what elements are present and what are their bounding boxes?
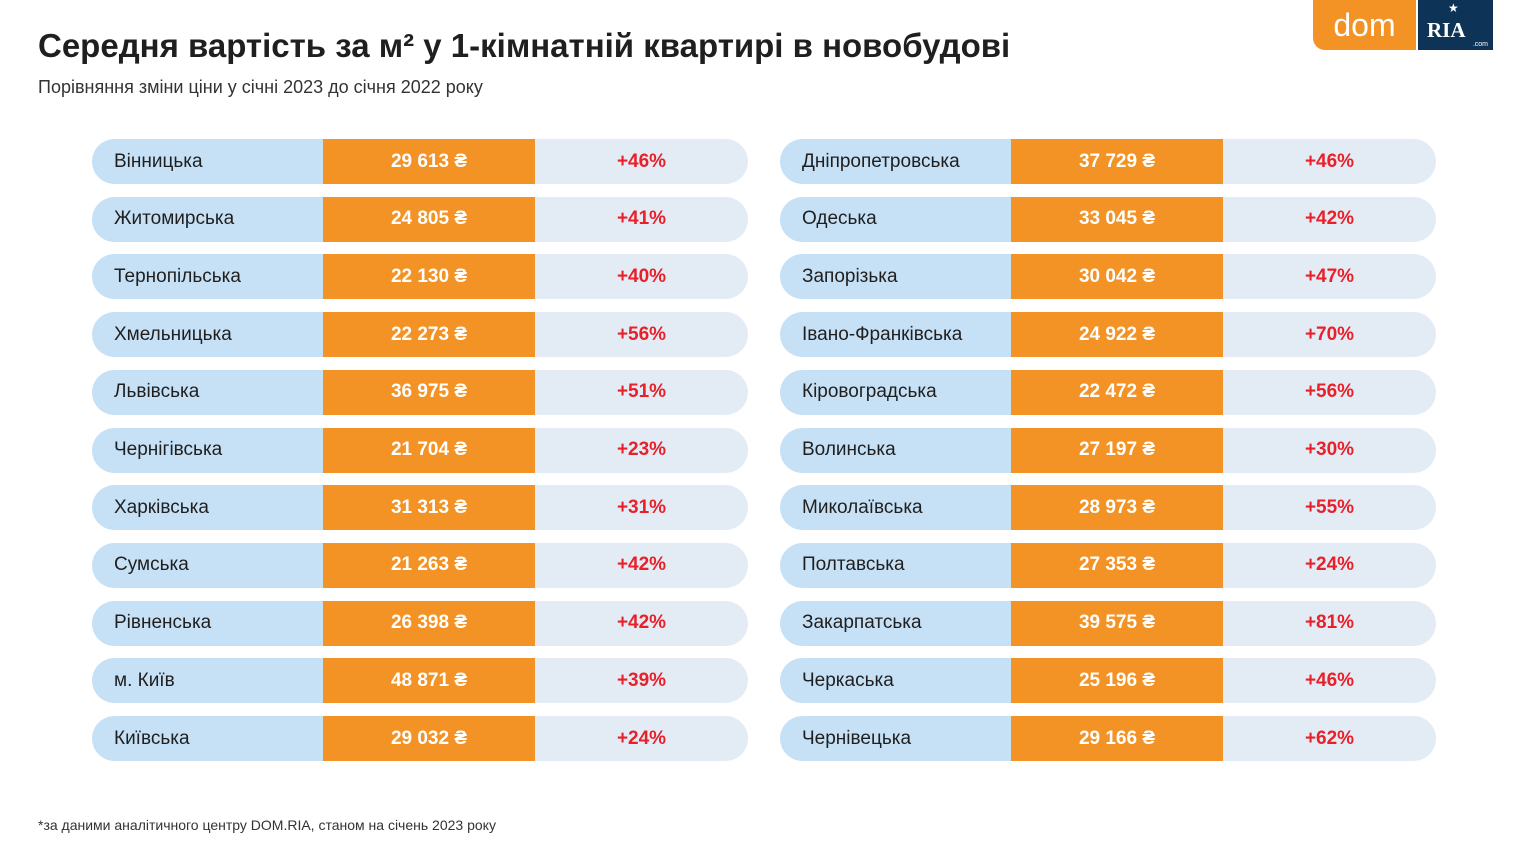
table-row: Волинська 27 197 ₴ +30% xyxy=(780,427,1436,473)
change-cell: +56% xyxy=(535,312,748,358)
price-cell: 30 042 ₴ xyxy=(1011,254,1223,300)
price-cell: 29 166 ₴ xyxy=(1011,716,1223,761)
price-cell: 22 472 ₴ xyxy=(1011,369,1223,415)
table-row: Закарпатська 39 575 ₴ +81% xyxy=(780,600,1436,646)
price-cell: 29 032 ₴ xyxy=(323,716,535,761)
region-name: Запорізька xyxy=(780,254,1011,300)
price-cell: 29 613 ₴ xyxy=(323,139,535,184)
change-cell: +46% xyxy=(535,139,748,184)
region-name: Івано-Франківська xyxy=(780,312,1011,358)
table-row: Рівненська 26 398 ₴ +42% xyxy=(92,600,748,646)
dom-ria-logo: dom ★ RIA .com xyxy=(1313,0,1493,50)
region-name: Хмельницька xyxy=(92,312,323,358)
change-cell: +70% xyxy=(1223,312,1436,358)
region-name: Волинська xyxy=(780,427,1011,473)
table-row: Кіровоградська 22 472 ₴ +56% xyxy=(780,369,1436,415)
price-cell: 31 313 ₴ xyxy=(323,485,535,531)
region-name: Закарпатська xyxy=(780,600,1011,646)
price-cell: 36 975 ₴ xyxy=(323,369,535,415)
table-row: Житомирська 24 805 ₴ +41% xyxy=(92,196,748,242)
table-row: Миколаївська 28 973 ₴ +55% xyxy=(780,485,1436,531)
region-name: Полтавська xyxy=(780,542,1011,588)
change-cell: +42% xyxy=(535,542,748,588)
change-cell: +31% xyxy=(535,485,748,531)
price-cell: 22 273 ₴ xyxy=(323,312,535,358)
region-name: м. Київ xyxy=(92,658,323,704)
price-cell: 26 398 ₴ xyxy=(323,600,535,646)
region-name: Вінницька xyxy=(92,139,323,184)
price-cell: 33 045 ₴ xyxy=(1011,196,1223,242)
table-row: Вінницька 29 613 ₴ +46% xyxy=(92,139,748,184)
table-row: Сумська 21 263 ₴ +42% xyxy=(92,542,748,588)
star-icon: ★ xyxy=(1448,1,1459,15)
region-name: Кіровоградська xyxy=(780,369,1011,415)
logo-ria: ★ RIA .com xyxy=(1418,0,1493,50)
region-name: Черкаська xyxy=(780,658,1011,704)
change-cell: +55% xyxy=(1223,485,1436,531)
table-row: м. Київ 48 871 ₴ +39% xyxy=(92,658,748,704)
region-name: Миколаївська xyxy=(780,485,1011,531)
price-cell: 27 353 ₴ xyxy=(1011,542,1223,588)
region-name: Чернігівська xyxy=(92,427,323,473)
table-row: Черкаська 25 196 ₴ +46% xyxy=(780,658,1436,704)
table-row: Чернігівська 21 704 ₴ +23% xyxy=(92,427,748,473)
footnote: *за даними аналітичного центру DOM.RIA, … xyxy=(38,817,496,833)
table-row: Чернівецька 29 166 ₴ +62% xyxy=(780,716,1436,761)
change-cell: +46% xyxy=(1223,139,1436,184)
price-cell: 25 196 ₴ xyxy=(1011,658,1223,704)
region-name: Сумська xyxy=(92,542,323,588)
change-cell: +24% xyxy=(535,716,748,761)
change-cell: +42% xyxy=(1223,196,1436,242)
price-cell: 22 130 ₴ xyxy=(323,254,535,300)
region-name: Одеська xyxy=(780,196,1011,242)
change-cell: +81% xyxy=(1223,600,1436,646)
change-cell: +47% xyxy=(1223,254,1436,300)
change-cell: +42% xyxy=(535,600,748,646)
change-cell: +39% xyxy=(535,658,748,704)
region-name: Чернівецька xyxy=(780,716,1011,761)
logo-dom: dom xyxy=(1313,0,1416,50)
region-name: Рівненська xyxy=(92,600,323,646)
change-cell: +51% xyxy=(535,369,748,415)
price-cell: 24 805 ₴ xyxy=(323,196,535,242)
table-row: Хмельницька 22 273 ₴ +56% xyxy=(92,312,748,358)
region-name: Дніпропетровська xyxy=(780,139,1011,184)
region-name: Тернопільська xyxy=(92,254,323,300)
price-cell: 39 575 ₴ xyxy=(1011,600,1223,646)
region-name: Львівська xyxy=(92,369,323,415)
change-cell: +24% xyxy=(1223,542,1436,588)
change-cell: +62% xyxy=(1223,716,1436,761)
change-cell: +40% xyxy=(535,254,748,300)
price-cell: 48 871 ₴ xyxy=(323,658,535,704)
table-row: Івано-Франківська 24 922 ₴ +70% xyxy=(780,312,1436,358)
region-name: Київська xyxy=(92,716,323,761)
price-cell: 37 729 ₴ xyxy=(1011,139,1223,184)
table-row: Запорізька 30 042 ₴ +47% xyxy=(780,254,1436,300)
change-cell: +41% xyxy=(535,196,748,242)
table-row: Київська 29 032 ₴ +24% xyxy=(92,716,748,761)
change-cell: +30% xyxy=(1223,427,1436,473)
price-cell: 27 197 ₴ xyxy=(1011,427,1223,473)
table-row: Дніпропетровська 37 729 ₴ +46% xyxy=(780,139,1436,184)
change-cell: +46% xyxy=(1223,658,1436,704)
table-row: Одеська 33 045 ₴ +42% xyxy=(780,196,1436,242)
page-subtitle: Порівняння зміни ціни у січні 2023 до сі… xyxy=(38,77,483,97)
price-cell: 21 704 ₴ xyxy=(323,427,535,473)
change-cell: +23% xyxy=(535,427,748,473)
region-name: Житомирська xyxy=(92,196,323,242)
table-row: Львівська 36 975 ₴ +51% xyxy=(92,369,748,415)
change-cell: +56% xyxy=(1223,369,1436,415)
price-cell: 21 263 ₴ xyxy=(323,542,535,588)
price-cell: 28 973 ₴ xyxy=(1011,485,1223,531)
page-title: Середня вартість за м² у 1-кімнатній ква… xyxy=(38,27,1011,64)
region-name: Харківська xyxy=(92,485,323,531)
price-cell: 24 922 ₴ xyxy=(1011,312,1223,358)
table-row: Тернопільська 22 130 ₴ +40% xyxy=(92,254,748,300)
table-row: Полтавська 27 353 ₴ +24% xyxy=(780,542,1436,588)
table-row: Харківська 31 313 ₴ +31% xyxy=(92,485,748,531)
